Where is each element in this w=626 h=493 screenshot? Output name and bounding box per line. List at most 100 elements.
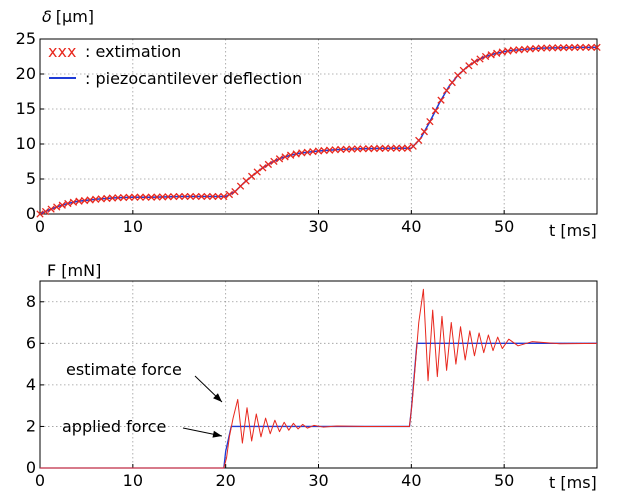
extimation-marker <box>114 194 122 202</box>
force-xlabel: t [ms] <box>549 473 597 492</box>
extimation-marker <box>337 145 345 154</box>
extimation-marker <box>175 192 183 201</box>
force-xtick-label: 20 <box>215 471 235 490</box>
extimation-marker <box>286 151 295 159</box>
extimation-marker <box>236 182 245 190</box>
extimation-marker <box>470 58 479 66</box>
deflection-xlabel: t [ms] <box>549 221 597 240</box>
extimation-marker <box>576 43 584 52</box>
extimation-marker <box>476 55 484 63</box>
extimation-marker <box>158 193 167 201</box>
force-xtick-label: 50 <box>494 471 514 490</box>
extimation-marker <box>64 199 72 208</box>
deflection-xtick-label: 30 <box>308 217 328 236</box>
extimation-marker <box>281 153 289 161</box>
extimation-marker <box>381 144 389 152</box>
extimation-marker <box>437 96 445 104</box>
deflection-ytick-label: 5 <box>26 169 36 188</box>
deflection-axis-ticks: 0 10 30 40 50 0 5 10 15 20 25 <box>16 29 515 236</box>
extimation-marker <box>403 144 412 152</box>
annotation-arrowhead-estimate-force <box>213 393 222 402</box>
extimation-marker <box>253 168 261 176</box>
extimation-marker <box>364 144 373 153</box>
deflection-ytick-label: 20 <box>16 64 36 83</box>
extimation-marker <box>275 155 284 163</box>
extimation-marker <box>192 192 200 201</box>
deflection-grid <box>40 39 597 214</box>
extimation-marker <box>587 43 596 52</box>
deflection-series <box>36 43 601 218</box>
extimation-marker <box>359 145 367 153</box>
extimation-marker <box>231 187 239 196</box>
force-ytick-label: 6 <box>26 333 36 352</box>
extimation-marker <box>504 47 512 55</box>
extimation-marker <box>197 192 206 201</box>
force-ytick-label: 8 <box>26 292 36 311</box>
force-plot: 0 10 20 30 40 50 0 2 4 6 8 F [mN] t [ms] estimate … <box>26 261 598 492</box>
legend-label-estimation: : extimation <box>85 42 181 61</box>
extimation-marker <box>420 128 428 136</box>
extimation-marker <box>565 43 573 52</box>
extimation-marker <box>487 51 495 59</box>
extimation-marker <box>153 193 161 201</box>
extimation-marker <box>465 62 473 70</box>
extimation-marker <box>170 192 178 201</box>
annotation-arrowhead-applied-force <box>212 430 222 438</box>
extimation-marker <box>481 52 490 61</box>
extimation-marker <box>537 44 545 52</box>
force-xtick-label: 30 <box>308 471 328 490</box>
legend-marker-estimation: xxx <box>48 42 76 61</box>
extimation-marker <box>370 144 378 153</box>
extimation-marker <box>181 192 189 201</box>
deflection-plot: 0 10 30 40 50 0 5 10 15 20 25 δ [µm] t [ms] xxx : e… <box>16 7 601 240</box>
deflection-ytick-label: 0 <box>26 204 36 223</box>
extimation-marker <box>554 44 562 52</box>
force-ytick-label: 0 <box>26 458 36 477</box>
extimation-marker <box>248 172 256 180</box>
deflection-ylabel: δ [µm] <box>42 7 94 26</box>
extimation-marker <box>348 145 356 153</box>
extimation-marker <box>353 145 362 153</box>
force-ytick-label: 2 <box>26 416 36 435</box>
extimation-marker <box>498 48 506 56</box>
force-ylabel: F [mN] <box>47 261 101 280</box>
extimation-marker <box>431 107 440 115</box>
extimation-marker <box>136 193 144 201</box>
extimation-marker <box>415 136 423 145</box>
extimation-marker <box>442 86 451 95</box>
extimation-marker <box>331 146 339 154</box>
extimation-marker <box>58 201 66 209</box>
extimation-marker <box>142 193 150 201</box>
extimation-marker <box>559 44 568 52</box>
extimation-marker <box>186 192 195 201</box>
force-xtick-label: 10 <box>123 471 143 490</box>
extimation-marker <box>409 142 417 150</box>
deflection-ytick-label: 25 <box>16 29 36 48</box>
annotations: estimate force applied force <box>62 360 223 438</box>
series-estimate-force <box>40 288 598 469</box>
force-axis-ticks: 0 10 20 30 40 50 0 2 4 6 8 <box>26 292 515 490</box>
extimation-marker <box>36 210 44 218</box>
deflection-xtick-label: 50 <box>494 217 514 236</box>
extimation-marker <box>53 203 61 211</box>
extimation-marker <box>426 117 434 126</box>
extimation-marker <box>242 177 250 185</box>
extimation-marker <box>209 192 217 201</box>
extimation-marker <box>47 205 55 213</box>
extimation-marker <box>220 192 228 201</box>
extimation-marker <box>119 193 128 202</box>
extimation-marker <box>571 43 579 52</box>
legend: xxx : extimation : piezocantilever defle… <box>48 42 302 88</box>
extimation-marker <box>131 193 139 201</box>
annotation-applied-force: applied force <box>62 417 166 436</box>
force-xtick-label: 0 <box>35 471 45 490</box>
extimation-marker <box>259 164 267 172</box>
extimation-marker <box>459 66 467 75</box>
extimation-marker <box>41 207 50 216</box>
extimation-marker <box>392 144 401 152</box>
deflection-ytick-label: 15 <box>16 99 36 118</box>
extimation-marker <box>214 192 222 201</box>
extimation-marker <box>147 193 156 201</box>
extimation-marker <box>593 43 601 52</box>
